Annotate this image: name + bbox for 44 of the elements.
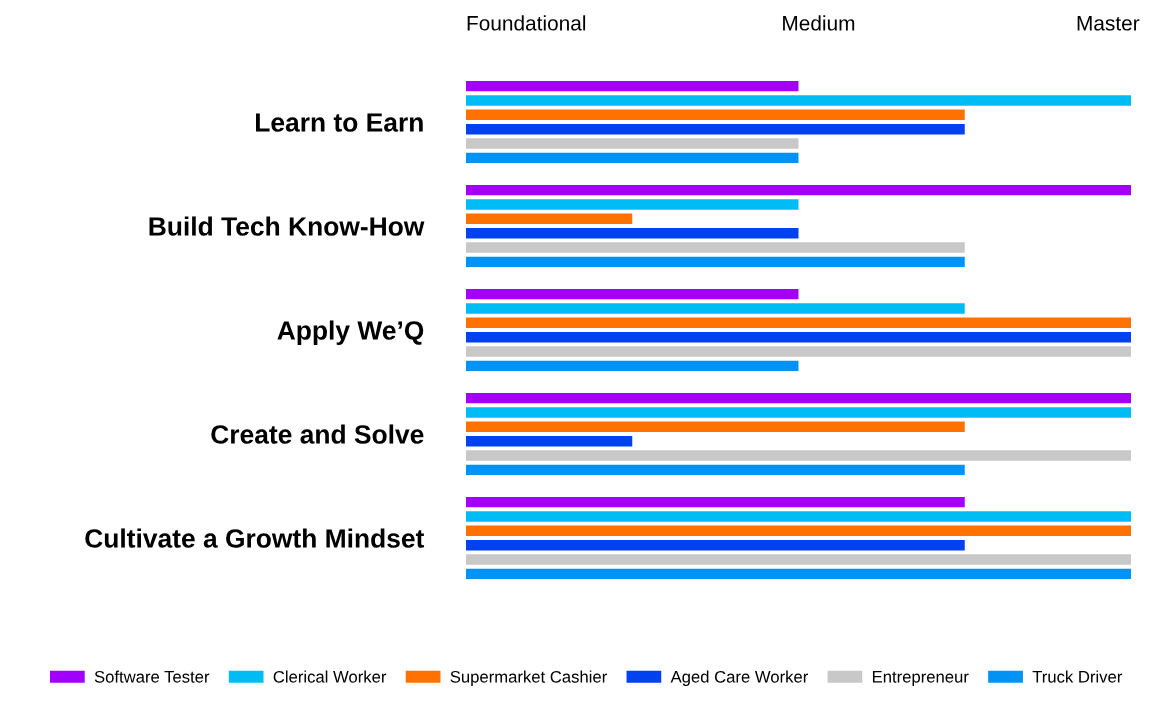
bar	[466, 464, 965, 476]
bar	[466, 184, 1131, 196]
bar	[466, 109, 965, 121]
legend-label: Truck Driver	[1032, 670, 1123, 683]
bar	[466, 288, 799, 300]
bar	[466, 199, 799, 210]
bar	[466, 496, 965, 508]
y-tick-label: Cultivate a Growth Mindset	[85, 528, 425, 548]
bar	[466, 407, 1131, 418]
y-tick-label: Create and Solve	[211, 424, 424, 444]
bar	[466, 525, 1131, 537]
bar	[466, 95, 1131, 106]
bar	[466, 392, 1131, 404]
legend-label: Clerical Worker	[273, 670, 387, 683]
bar	[466, 450, 1131, 461]
legend-label: Entrepreneur	[872, 671, 969, 686]
bar	[466, 554, 1131, 565]
bar	[466, 435, 633, 447]
bar	[466, 539, 965, 551]
legend-label: Software Tester	[94, 670, 210, 683]
bar	[466, 242, 965, 253]
bar	[466, 568, 1131, 580]
text: Medium	[783, 15, 855, 31]
text: Foundational	[467, 15, 586, 31]
bar	[466, 511, 1131, 522]
y-tick-label: Build Tech Know-How	[149, 216, 425, 236]
bar	[466, 346, 1131, 357]
bar	[466, 213, 633, 225]
legend-label: Supermarket Cashier	[450, 670, 607, 686]
bar	[466, 227, 799, 239]
bar	[466, 80, 799, 92]
bar	[466, 331, 1131, 343]
bar	[466, 123, 965, 135]
bar	[466, 152, 799, 164]
bar	[466, 303, 965, 314]
bar	[466, 317, 1131, 329]
bar	[466, 138, 799, 149]
y-tick-label: Apply We’Q	[277, 320, 424, 346]
text: Master	[1077, 16, 1140, 31]
legend-label: Aged Care Worker	[670, 670, 808, 686]
bar	[466, 256, 965, 268]
bar	[466, 421, 965, 433]
bar	[466, 360, 799, 372]
y-tick-label: Learn to Earn	[256, 113, 423, 132]
